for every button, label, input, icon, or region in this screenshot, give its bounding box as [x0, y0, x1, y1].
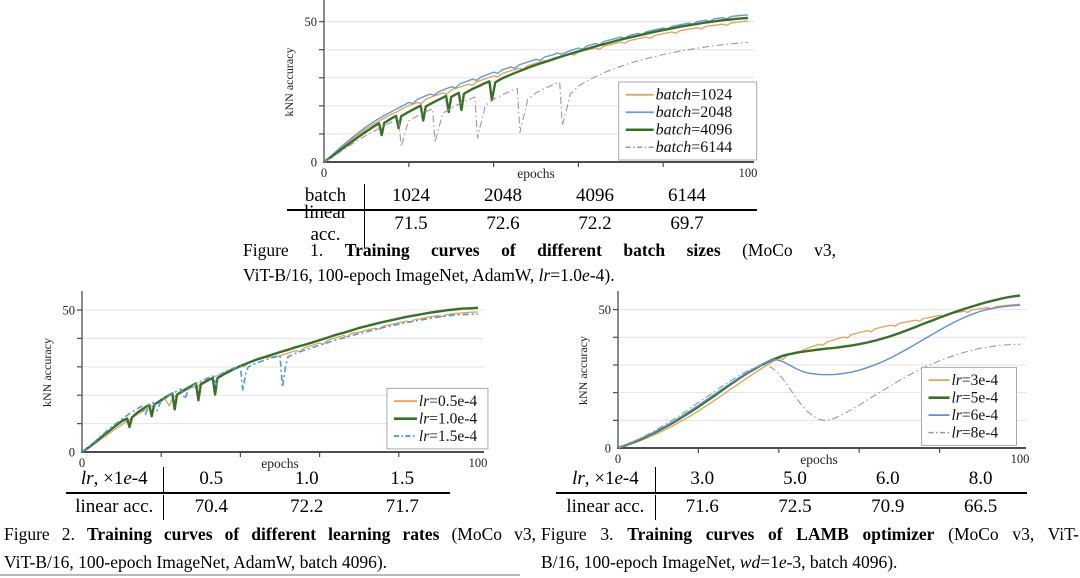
table-cell: 70.4	[194, 495, 228, 517]
table-cell: 72.2	[290, 495, 324, 517]
table-row-label: linear acc.	[66, 494, 164, 520]
table-cell: 1024	[392, 184, 430, 206]
svg-text:lr=0.5e-4: lr=0.5e-4	[419, 393, 478, 410]
table-row: batch 1024 2048 4096 6144	[287, 183, 757, 211]
caption-line: Figure 1. Training curves of different b…	[243, 240, 836, 260]
svg-text:0: 0	[69, 446, 75, 460]
svg-text:kNN accuracy: kNN accuracy	[576, 336, 590, 405]
table-row-label: lr, ×1e-4	[556, 466, 656, 492]
table-row-label: linear acc.	[287, 200, 365, 248]
table-row: lr, ×1e-4 3.0 5.0 6.0 8.0	[556, 466, 1027, 494]
svg-text:0: 0	[311, 156, 317, 170]
svg-text:kNN accuracy: kNN accuracy	[40, 338, 54, 407]
svg-text:100: 100	[1011, 452, 1030, 466]
table-cell: 71.7	[385, 495, 419, 517]
svg-text:lr=1.0e-4: lr=1.0e-4	[419, 410, 478, 427]
table-cell: 71.5	[394, 212, 428, 234]
figure2-learning-rate-chart: 0 100 50 0 epochs kNN accuracy lr=0.5e-4lr=1.0…	[40, 291, 489, 471]
figure3-caption: Figure 3. Training curves of LAMB optimi…	[541, 520, 1079, 576]
table-cell: 5.0	[783, 467, 807, 489]
table-cell: 3.0	[690, 467, 715, 489]
svg-text:0: 0	[605, 442, 611, 456]
svg-text:batch=6144: batch=6144	[656, 139, 733, 156]
table-cell: 66.5	[963, 495, 998, 517]
table-row-label: lr, ×1e-4	[66, 466, 164, 492]
svg-text:100: 100	[469, 456, 488, 470]
table-row: lr, ×1e-4 0.5 1.0 1.5	[66, 466, 450, 494]
figure2-caption: Figure 2. Training curves of different l…	[4, 520, 536, 576]
svg-text:50: 50	[599, 303, 612, 317]
figure1-table: batch 1024 2048 4096 6144 linear acc. 71.5 72.6…	[287, 183, 757, 248]
table-cell: 2048	[484, 184, 522, 206]
svg-text:lr=1.5e-4: lr=1.5e-4	[419, 428, 478, 445]
table-row: linear acc. 71.5 72.6 72.2 69.7	[287, 200, 757, 248]
table-row: linear acc. 70.4 72.2 71.7	[66, 494, 450, 520]
svg-text:batch=1024: batch=1024	[656, 87, 733, 104]
svg-text:100: 100	[739, 166, 758, 180]
svg-text:lr=8e-4: lr=8e-4	[952, 424, 999, 441]
table-cell: 1.5	[390, 467, 415, 489]
table-cell: 70.9	[871, 495, 905, 517]
table-cell: 6.0	[875, 467, 900, 489]
svg-text:batch=2048: batch=2048	[656, 104, 733, 121]
column-bottom-rule	[0, 574, 520, 576]
caption-line: ViT-B/16, 100-epoch ImageNet, AdamW, lr=…	[243, 265, 615, 285]
table-cell: 4096	[576, 184, 614, 206]
svg-text:epochs: epochs	[800, 452, 838, 467]
svg-text:0: 0	[615, 452, 621, 466]
svg-text:batch=4096: batch=4096	[656, 122, 733, 139]
svg-text:epochs: epochs	[261, 456, 299, 471]
table-cell: 72.5	[778, 495, 812, 517]
svg-text:epochs: epochs	[517, 166, 555, 181]
caption-line: Figure 3. Training curves of LAMB optimi…	[541, 524, 1079, 544]
figure1-caption: Figure 1. Training curves of different b…	[243, 238, 836, 288]
figure2-table: lr, ×1e-4 0.5 1.0 1.5 linear acc. 70.4 72.2 71.…	[66, 466, 450, 520]
figure3-table: lr, ×1e-4 3.0 5.0 6.0 8.0 linear acc. 71.6 72.5…	[556, 466, 1027, 520]
table-cell: 72.6	[486, 212, 520, 234]
svg-text:50: 50	[305, 15, 318, 29]
svg-text:0: 0	[79, 456, 85, 470]
table-row-label: batch	[287, 183, 365, 209]
table-cell: 8.0	[968, 467, 993, 489]
caption-line: Figure 2. Training curves of different l…	[4, 524, 536, 544]
svg-text:lr=3e-4: lr=3e-4	[952, 372, 999, 389]
table-cell: 0.5	[199, 467, 224, 489]
caption-line: B/16, 100-epoch ImageNet, wd=1e-3, batch…	[541, 552, 898, 572]
table-cell: 72.2	[578, 212, 612, 234]
table-cell: 69.7	[670, 212, 704, 234]
svg-text:50: 50	[63, 304, 76, 318]
svg-text:kNN accuracy: kNN accuracy	[282, 48, 296, 117]
table-cell: 1.0	[294, 467, 319, 489]
table-cell: 71.6	[685, 495, 719, 517]
table-cell: 6144	[668, 184, 706, 206]
caption-line: ViT-B/16, 100-epoch ImageNet, AdamW, bat…	[4, 552, 388, 572]
svg-text:lr=5e-4: lr=5e-4	[952, 389, 999, 406]
table-row-label: linear acc.	[556, 494, 656, 520]
svg-text:lr=6e-4: lr=6e-4	[952, 407, 999, 424]
table-row: linear acc. 71.6 72.5 70.9 66.5	[556, 494, 1027, 520]
svg-text:0: 0	[321, 166, 327, 180]
